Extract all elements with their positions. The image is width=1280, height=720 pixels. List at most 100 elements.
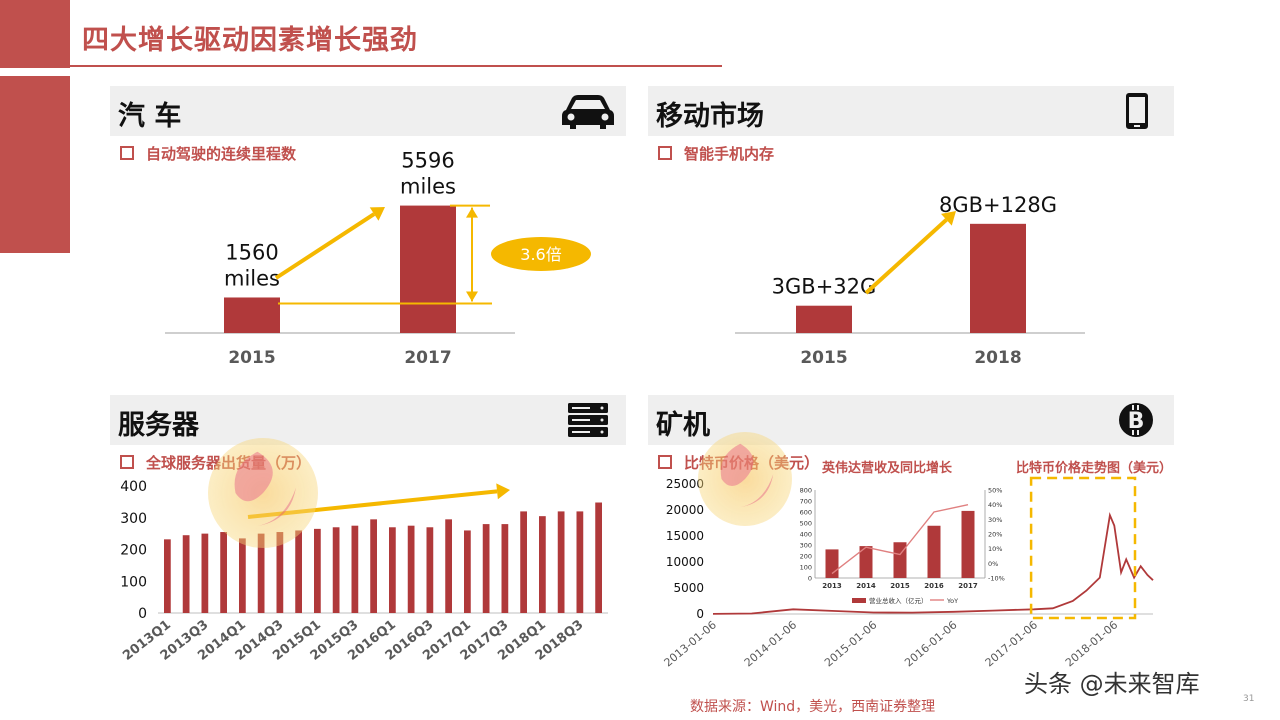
bar	[482, 524, 490, 613]
inset-bar	[859, 546, 873, 578]
bar	[445, 519, 452, 613]
logo-seal-swirl	[740, 474, 774, 508]
car-subtitle: 自动驾驶的连续里程数	[120, 143, 296, 164]
svg-text:B: B	[1128, 409, 1145, 434]
mobile-subtitle: 智能手机内存	[658, 143, 774, 164]
bar	[407, 525, 415, 613]
x-tick-label: 2016-01-06	[902, 618, 959, 669]
inset-legend-swatch-bar	[852, 598, 866, 603]
mobile-panel-header: 移动市场	[648, 86, 1174, 136]
inset-y-tick-label: 200	[800, 553, 812, 561]
bracket-arrow-up	[466, 207, 478, 218]
bar	[426, 527, 434, 613]
inset-x-tick-label: 2017	[958, 582, 978, 590]
x-tick-label: 2015	[800, 348, 847, 368]
inset-y-tick-label: 300	[800, 542, 812, 550]
y-tick-label: 0	[138, 606, 147, 622]
x-tick-label: 2018-01-06	[1063, 618, 1120, 669]
title-underline	[0, 65, 722, 67]
growth-arrow-shaft	[274, 212, 376, 280]
data-label: 3GB+32G	[772, 275, 877, 299]
mobile-panel-title: 移动市场	[656, 101, 764, 132]
bar	[164, 539, 171, 613]
x-tick-label: 2013-01-06	[662, 618, 719, 669]
inset-bar	[893, 542, 907, 578]
data-label: 1560	[225, 240, 278, 264]
inset-y2-tick-label: 20%	[988, 531, 1002, 539]
inset-y-tick-label: 100	[800, 564, 812, 572]
bar	[796, 305, 852, 333]
x-tick-label: 2017	[404, 348, 451, 368]
highlight-box	[1029, 476, 1137, 620]
inset-y-tick-label: 0	[808, 575, 812, 583]
y-tick-label: 10000	[666, 555, 704, 569]
growth-arrow-head	[941, 211, 956, 226]
inset-legend-label: 营业总收入（亿元）	[869, 596, 928, 605]
bar	[314, 528, 321, 613]
logo-seal-swirl	[234, 451, 273, 502]
trend-arrow-head	[496, 483, 510, 500]
x-tick-label: 2015	[228, 348, 275, 368]
logo-seal-icon	[208, 438, 318, 548]
inset-y2-tick-label: 40%	[988, 501, 1002, 509]
bar	[276, 532, 284, 613]
bar	[351, 525, 359, 613]
inset-legend-label: YoY	[946, 597, 958, 605]
bracket-arrow-down	[466, 291, 478, 302]
inset-y-tick-label: 400	[800, 531, 812, 539]
server-rack-icon	[568, 403, 608, 437]
multiplier-badge-label: 3.6倍	[520, 245, 561, 264]
inset-y2-tick-label: 0%	[988, 560, 998, 568]
inset-y2-tick-label: 50%	[988, 487, 1002, 495]
inset-x-tick-label: 2014	[856, 582, 876, 590]
car-panel-header: 汽 车	[110, 86, 626, 136]
bar	[257, 533, 265, 613]
server-panel-title: 服务器	[118, 410, 199, 441]
inset-bar	[927, 525, 941, 578]
logo-seal-swirl	[257, 487, 296, 526]
btc-chart-title: 比特币价格走势图（美元）	[1016, 460, 1172, 476]
logo-seal-swirl	[720, 443, 754, 487]
y-tick-label: 25000	[666, 477, 704, 491]
growth-arrow-head	[369, 207, 385, 221]
data-label: 5596	[401, 149, 454, 173]
page-title: 四大增长驱动因素增长强劲	[82, 25, 418, 56]
inset-y-tick-label: 600	[800, 509, 812, 517]
bar	[539, 516, 546, 613]
bar	[370, 519, 377, 613]
inset-yoy-line	[831, 504, 969, 575]
title-accent-block	[0, 0, 70, 68]
inset-y2-tick-label: 30%	[988, 516, 1002, 524]
inset-y2-tick-label: 10%	[988, 545, 1002, 553]
inset-y-tick-label: 700	[800, 498, 812, 506]
bitcoin-icon: B	[1119, 403, 1153, 437]
server-panel-header: 服务器	[110, 395, 626, 445]
miner-panel-title: 矿机	[656, 410, 710, 441]
data-source-note: 数据来源：Wind，美光，西南证券整理	[690, 699, 936, 715]
smartphone-icon	[1126, 93, 1148, 129]
bar	[239, 538, 246, 613]
y-tick-label: 200	[120, 543, 147, 559]
inset-x-tick-label: 2015	[890, 582, 910, 590]
bar	[464, 530, 471, 613]
data-label: miles	[224, 266, 280, 290]
inset-x-tick-label: 2013	[822, 582, 842, 590]
logo-seal-icon	[698, 432, 792, 526]
bar	[970, 223, 1026, 333]
y-tick-label: 20000	[666, 503, 704, 517]
multiplier-badge	[491, 237, 591, 271]
x-tick-label: 2018	[974, 348, 1021, 368]
y-tick-label: 100	[120, 574, 147, 590]
inset-x-tick-label: 2016	[924, 582, 944, 590]
bar	[400, 205, 456, 333]
y-tick-label: 5000	[673, 581, 704, 595]
inset-bar	[825, 549, 839, 578]
y-tick-label: 400	[120, 479, 147, 495]
bar	[501, 524, 509, 613]
y-tick-label: 0	[696, 607, 704, 621]
bar	[224, 297, 280, 333]
inset-chart-title: 英伟达营收及同比增长	[821, 460, 953, 476]
bar	[295, 530, 302, 613]
side-accent-block	[0, 76, 70, 253]
